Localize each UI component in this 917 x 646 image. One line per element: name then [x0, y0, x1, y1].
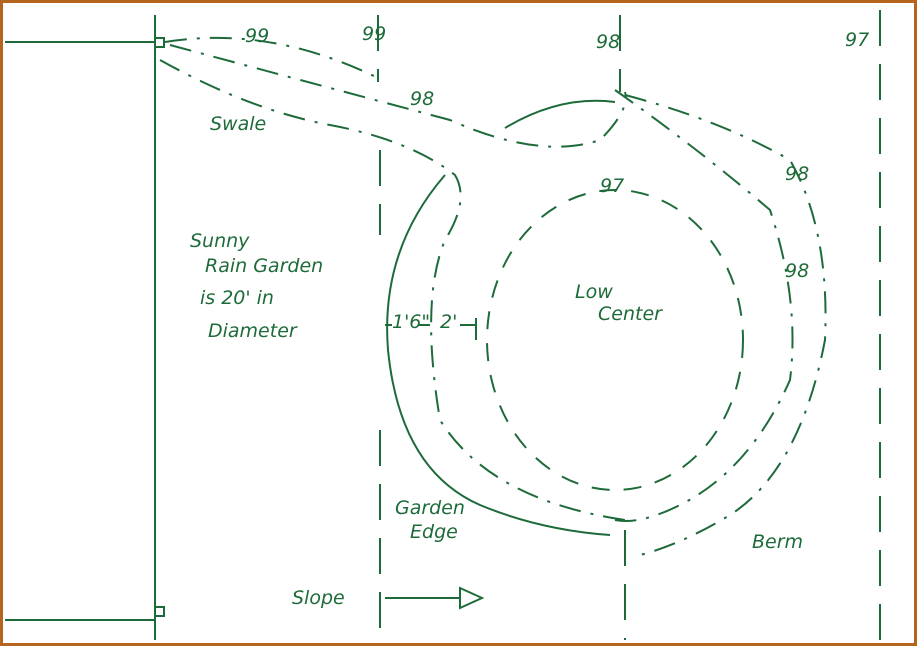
note: Diameter — [208, 320, 298, 342]
dimension: 2' — [440, 311, 457, 333]
contour-label: 98 — [785, 260, 809, 282]
label: Garden — [395, 497, 465, 519]
contour-label: 97 — [845, 29, 869, 51]
note: Rain Garden — [205, 255, 323, 277]
rain-garden-diagram: 99 99 98 97 98 98 97 98 Swale Sunny Rain… — [0, 0, 917, 646]
contour-label: 99 — [245, 25, 269, 47]
note: is 20' in — [200, 287, 274, 309]
contour-label: 98 — [785, 163, 809, 185]
dimension: 1'6" — [392, 311, 430, 333]
label: Slope — [292, 587, 345, 609]
note: Sunny — [190, 230, 250, 252]
label: Low — [575, 281, 613, 303]
contour-label: 99 — [362, 23, 386, 45]
contour-label: 98 — [410, 88, 434, 110]
label: Center — [598, 303, 663, 325]
label: Swale — [210, 113, 266, 135]
label: Edge — [410, 521, 458, 543]
label: Berm — [752, 531, 803, 553]
contour-label: 98 — [596, 31, 620, 53]
contour-label: 97 — [600, 175, 624, 197]
